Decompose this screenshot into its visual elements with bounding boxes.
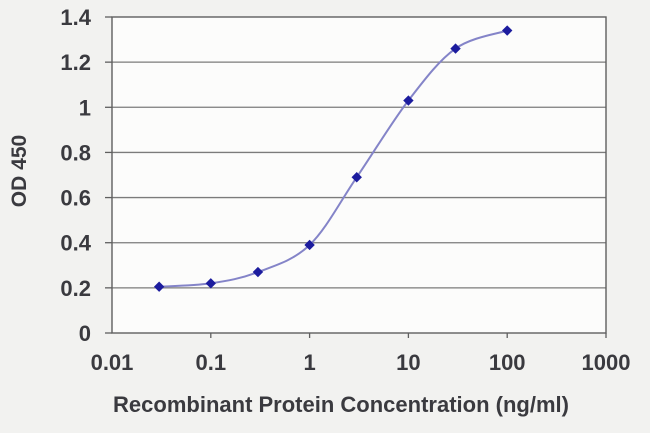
y-tick-label: 0.4 xyxy=(60,231,91,256)
series-line xyxy=(158,29,509,288)
x-tick-label: 1000 xyxy=(582,350,631,375)
x-tick-label: 100 xyxy=(489,350,526,375)
y-tick-label: 1.4 xyxy=(60,5,91,30)
x-tick-label: 0.01 xyxy=(91,350,134,375)
x-tick-label: 0.1 xyxy=(196,350,227,375)
data-point-marker xyxy=(252,266,264,278)
data-point-marker xyxy=(450,43,461,54)
x-axis-title: Recombinant Protein Concentration (ng/ml… xyxy=(113,392,569,417)
data-point-marker xyxy=(502,25,513,36)
y-axis-title: OD 450 xyxy=(8,134,31,208)
x-tick-label: 10 xyxy=(396,350,420,375)
data-point-marker xyxy=(304,239,315,251)
data-point-marker xyxy=(351,172,362,183)
y-tick-label: 0.8 xyxy=(60,140,91,165)
y-tick-label: 0.2 xyxy=(60,276,91,301)
x-tick-label: 1 xyxy=(303,350,315,375)
y-tick-label: 0.6 xyxy=(60,186,91,211)
plot-border xyxy=(111,16,607,334)
data-point-marker xyxy=(153,281,165,292)
data-point-marker xyxy=(205,278,216,289)
y-tick-label: 1.2 xyxy=(60,50,91,75)
y-tick-label: 1 xyxy=(79,95,91,120)
data-point-marker xyxy=(403,95,414,106)
y-tick-label: 0 xyxy=(79,321,91,346)
